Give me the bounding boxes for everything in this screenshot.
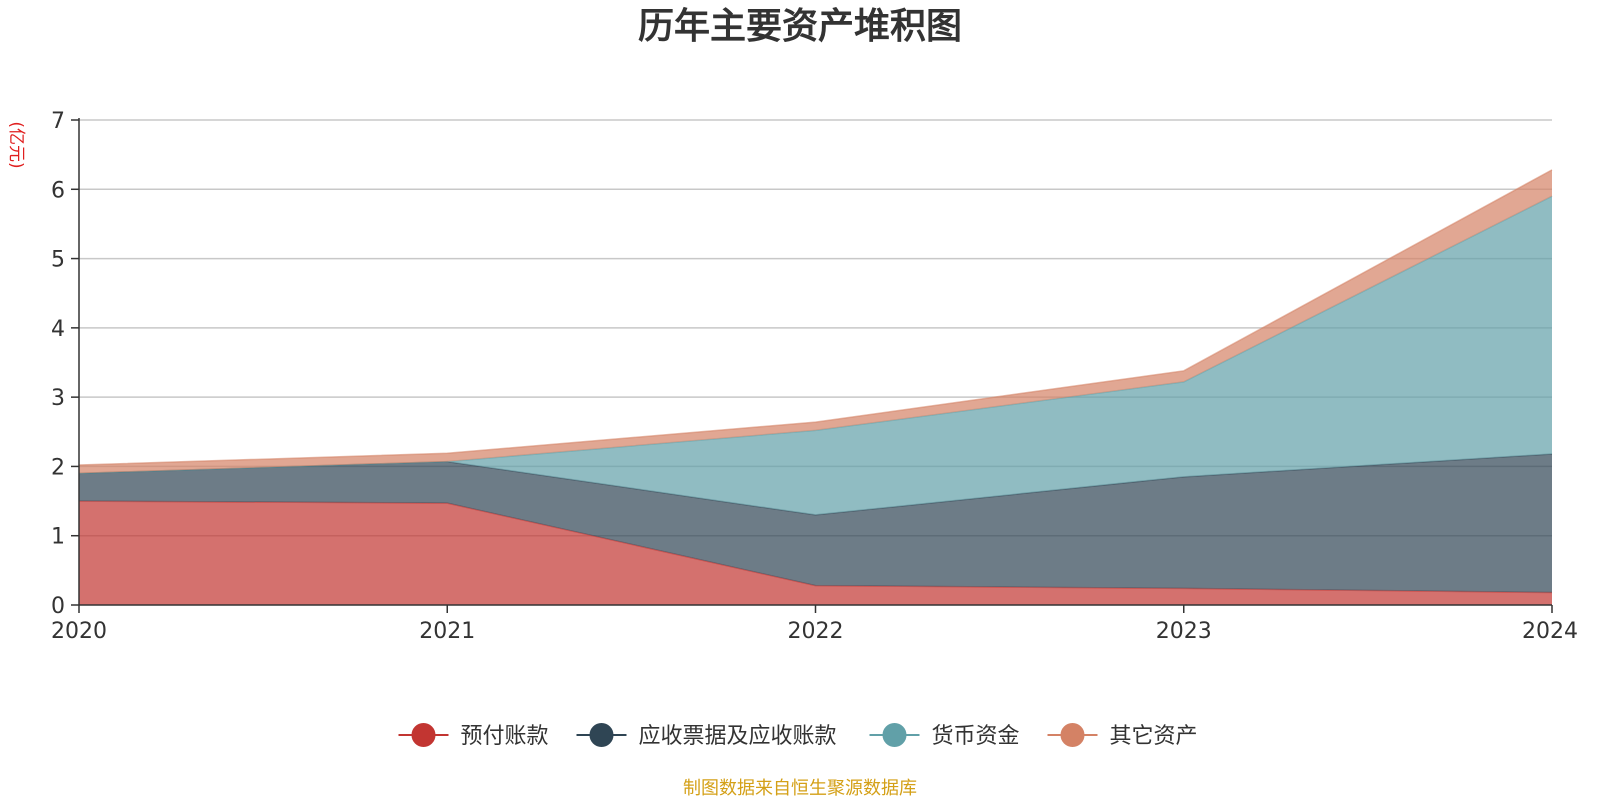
- x-tick-label: 2022: [788, 619, 844, 644]
- chart-title: 历年主要资产堆积图: [638, 6, 962, 47]
- legend-item-2[interactable]: 货币资金: [869, 723, 1020, 749]
- legend-item-3[interactable]: 其它资产: [1047, 723, 1198, 749]
- stacked-areas: [78, 169, 1553, 605]
- axes: 0 1 2 3 4 5 6 7 2020 2021 2022 2023 2024: [51, 109, 1578, 644]
- y-tick-label: 7: [51, 109, 65, 134]
- legend: 预付账款 应收票据及应收账款 货币资金 其它资产: [398, 723, 1198, 749]
- y-tick-label: 0: [51, 594, 65, 619]
- legend-label: 其它资产: [1110, 724, 1198, 749]
- y-axis-unit: (亿元): [6, 121, 26, 168]
- legend-label: 货币资金: [932, 724, 1020, 749]
- legend-item-1[interactable]: 应收票据及应收账款: [576, 723, 837, 749]
- legend-item-0[interactable]: 预付账款: [398, 723, 549, 749]
- legend-marker: [1060, 723, 1085, 747]
- source-note: 制图数据来自恒生聚源数据库: [683, 778, 917, 799]
- y-tick-label: 1: [51, 525, 65, 550]
- x-tick-label: 2024: [1522, 619, 1578, 644]
- legend-label: 预付账款: [461, 724, 549, 749]
- x-tick-label: 2023: [1156, 619, 1212, 644]
- y-tick-label: 3: [51, 386, 65, 411]
- y-tick-label: 4: [51, 317, 65, 342]
- y-tick-label: 2: [51, 455, 65, 480]
- legend-marker: [589, 723, 614, 747]
- y-tick-label: 5: [51, 248, 65, 273]
- area-series-0: [79, 501, 1552, 605]
- legend-marker: [411, 723, 436, 747]
- area-series-2: [79, 196, 1552, 515]
- legend-label: 应收票据及应收账款: [639, 724, 837, 749]
- x-tick-label: 2020: [51, 619, 107, 644]
- x-tick-label: 2021: [419, 619, 475, 644]
- area-series-1: [79, 453, 1552, 593]
- legend-marker: [882, 723, 907, 747]
- area-line-series-3: [78, 169, 1553, 466]
- y-tick-label: 6: [51, 178, 65, 203]
